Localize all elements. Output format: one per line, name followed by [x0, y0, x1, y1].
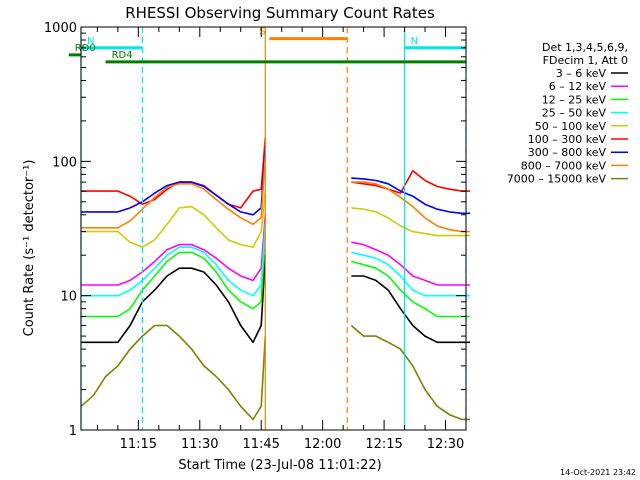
series-line-8-seg-1 — [350, 324, 471, 421]
legend-label-7: 800 – 7000 keV — [521, 159, 607, 172]
legend-label-8: 7000 – 15000 keV — [507, 173, 607, 186]
series-line-4-seg-0 — [81, 191, 267, 248]
series-line-5-seg-1 — [351, 170, 471, 194]
x-tick-label-3: 12:00 — [304, 437, 341, 452]
series-line-6-seg-0 — [81, 145, 267, 216]
series-line-0-seg-1 — [351, 275, 471, 344]
segment-label-3: RD0 — [75, 43, 96, 54]
legend-label-0: 3 – 6 keV — [556, 67, 607, 80]
series-line-6-seg-1 — [351, 177, 471, 215]
series-line-3-seg-1 — [351, 251, 471, 297]
series-line-8-seg-0 — [80, 324, 267, 421]
segment-label-0: N — [87, 36, 94, 47]
segment-label-4: RD4 — [112, 50, 133, 61]
plot-frame — [80, 26, 467, 431]
series-line-5-seg-0 — [81, 137, 267, 209]
generation-timestamp: 14-Oct-2021 23:42 — [560, 468, 636, 477]
y-tick-label-1: 10 — [60, 290, 77, 305]
y-tick-label-2: 100 — [52, 155, 77, 170]
y-tick-label-0: 1 — [69, 424, 77, 439]
x-tick-label-5: 12:30 — [427, 437, 464, 452]
legend-label-4: 50 – 100 keV — [535, 120, 607, 133]
legend-header-line: Det 1,3,4,5,6,9, — [542, 41, 628, 54]
legend-header-line: FDecim 1, Att 0 — [543, 54, 628, 67]
y-axis-label: Count Rate (s⁻¹ detector⁻¹) — [22, 160, 37, 337]
series-line-2-seg-0 — [81, 231, 267, 318]
segment-label-2: S — [259, 27, 265, 38]
x-tick-label-4: 12:15 — [365, 437, 402, 452]
legend-label-3: 25 – 50 keV — [542, 107, 607, 120]
series-line-1-seg-0 — [81, 214, 267, 286]
series-line-7-seg-0 — [81, 155, 267, 229]
series-line-1-seg-1 — [351, 241, 471, 286]
legend-label-6: 300 – 800 keV — [528, 146, 607, 159]
series-line-7-seg-1 — [351, 181, 471, 233]
chart-title: RHESSI Observing Summary Count Rates — [125, 4, 435, 22]
legend-label-1: 6 – 12 keV — [549, 80, 607, 93]
x-tick-label-2: 11:45 — [242, 437, 279, 452]
series-line-2-seg-1 — [351, 260, 471, 318]
x-axis-label: Start Time (23-Jul-08 11:01:22) — [178, 458, 381, 473]
legend-label-5: 100 – 300 keV — [528, 133, 607, 146]
legend: Det 1,3,4,5,6,9, FDecim 1, Att 0 3 – 6 k… — [507, 41, 628, 186]
x-tick-label-1: 11:30 — [181, 437, 218, 452]
x-tick-label-0: 11:15 — [120, 437, 157, 452]
series-line-4-seg-1 — [351, 207, 471, 237]
series-line-0-seg-0 — [81, 255, 267, 344]
axes: 1 10 100 1000 11:15 11:30 11:45 12:00 12:15 12:30 — [44, 21, 467, 452]
y-tick-label-3: 1000 — [44, 21, 77, 36]
legend-label-2: 12 – 25 keV — [542, 93, 607, 106]
series-line-3-seg-0 — [81, 222, 267, 297]
segment-label-1: N — [411, 36, 418, 47]
plot-area: N N S RD0 RD4 — [68, 27, 471, 430]
